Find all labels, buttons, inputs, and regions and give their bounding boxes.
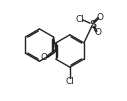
Text: S: S [89,20,96,30]
Text: O: O [96,13,103,22]
Text: O: O [41,53,47,62]
Text: Cl: Cl [65,77,74,86]
Text: O: O [95,28,102,37]
Text: Cl: Cl [76,15,85,24]
